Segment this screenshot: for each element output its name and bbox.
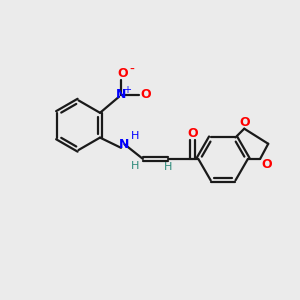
Text: O: O xyxy=(187,127,198,140)
Text: O: O xyxy=(140,88,151,101)
Text: -: - xyxy=(129,63,134,76)
Text: O: O xyxy=(261,158,272,171)
Text: N: N xyxy=(116,88,127,101)
Text: N: N xyxy=(119,138,130,151)
Text: H: H xyxy=(131,130,139,141)
Text: +: + xyxy=(123,85,131,95)
Text: O: O xyxy=(239,116,250,129)
Text: H: H xyxy=(130,161,139,171)
Text: O: O xyxy=(117,67,128,80)
Text: H: H xyxy=(164,162,172,172)
